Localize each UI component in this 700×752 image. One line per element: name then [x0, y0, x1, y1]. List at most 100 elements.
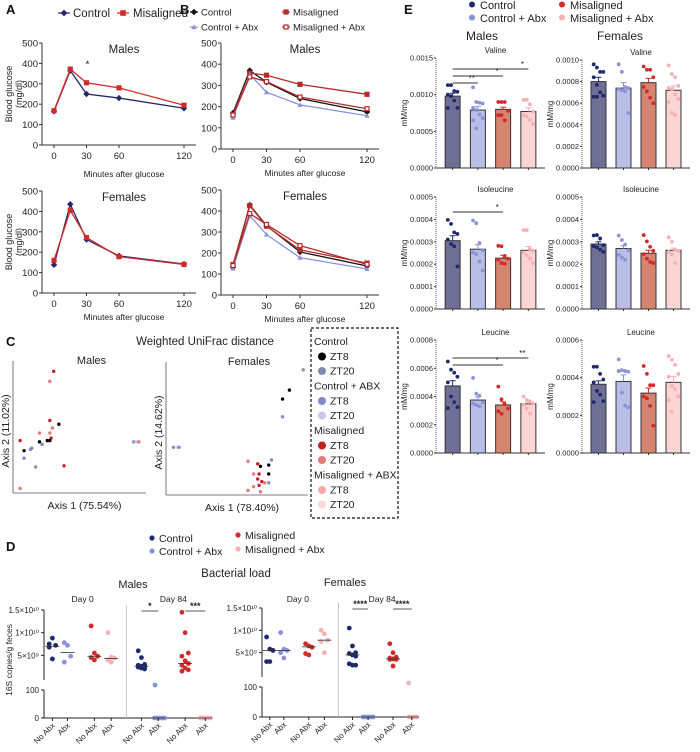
y-tick-label: 0.0001	[556, 282, 579, 291]
line-chart-A-males: 0 100 200 300 400 500 0 30 60 120 Males Minutes aft…	[4, 39, 196, 179]
y-axis-label: mM/mg	[546, 240, 555, 267]
data-point	[135, 648, 141, 654]
data-point	[390, 663, 396, 669]
data-point	[502, 402, 507, 407]
data-point	[477, 259, 482, 264]
data-point	[666, 354, 671, 358]
legend-header: Control	[314, 336, 348, 348]
data-point	[673, 113, 677, 117]
line-chart-B-males: 0 100 200 300 400 500 0 30 60 120 Males Minutes aft…	[201, 39, 379, 178]
x-tick-label: No Abx	[32, 721, 57, 746]
y-axis-label: 16S copies/g feces	[4, 624, 14, 696]
y-tick-label: 0	[212, 291, 217, 302]
x-tick-label: No Abx	[373, 720, 398, 745]
data-point	[445, 105, 450, 110]
y-tick-label: 5×10⁹	[236, 649, 257, 658]
chart-title: Bacterial load	[201, 568, 271, 580]
significance-marker: **	[469, 74, 475, 83]
data-point	[641, 64, 646, 69]
data-point	[598, 69, 602, 74]
data-point	[648, 95, 652, 100]
day-label: Day 0	[72, 594, 94, 604]
data-point	[496, 409, 501, 414]
data-point	[595, 94, 599, 99]
data-point	[645, 372, 649, 376]
panel-label-A: A	[6, 2, 16, 17]
data-point	[455, 405, 460, 409]
data-point	[595, 245, 599, 250]
data-point	[598, 392, 602, 397]
data-point	[626, 111, 631, 115]
data-point	[616, 369, 621, 373]
data-point	[471, 118, 475, 123]
scatter-point	[45, 438, 49, 443]
legend-swatch	[318, 397, 326, 405]
data-point	[116, 85, 122, 91]
bar-chart-valine-females: 0.0000 0.0002 0.0004 0.0006 0.0008 0.0010 Vali…	[546, 48, 690, 173]
y-tick-label: 400	[22, 59, 38, 70]
data-point	[61, 640, 67, 646]
x-tick-label: 30	[261, 301, 272, 312]
data-point	[152, 682, 158, 688]
data-point	[477, 100, 482, 105]
data-point	[648, 260, 652, 264]
y-tick-label: 0	[35, 714, 40, 723]
significance-marker: **	[519, 349, 525, 358]
data-point	[670, 409, 674, 414]
x-tick-label: Abx	[272, 720, 288, 736]
legend-marker	[235, 532, 241, 538]
x-axis-label: Axis 1 (78.40%)	[205, 502, 279, 514]
data-point	[445, 380, 450, 385]
panel-label-E: E	[404, 2, 413, 17]
panel-label-D: D	[6, 539, 15, 554]
y-tick-label: 0.0000	[556, 305, 579, 314]
data-point	[648, 244, 652, 249]
y-tick-label: 0	[212, 145, 217, 156]
data-point	[474, 100, 479, 104]
scatter-point	[251, 472, 256, 476]
scatter-point	[287, 388, 292, 392]
scatter-point	[257, 483, 261, 488]
data-point	[616, 252, 621, 257]
data-point	[591, 75, 596, 80]
y-tick-label: 100	[26, 686, 40, 695]
y-axis-label: mM/mg	[546, 383, 555, 410]
x-tick-label: 0	[230, 301, 235, 312]
data-point	[278, 630, 284, 635]
data-point	[449, 94, 453, 99]
data-point	[297, 255, 303, 260]
data-point	[648, 404, 652, 408]
scatter-point	[48, 438, 52, 443]
series-line-control-abx	[232, 214, 368, 270]
data-point	[521, 97, 526, 102]
y-axis-label: mM/mg	[546, 101, 555, 128]
data-point	[502, 118, 507, 123]
y-tick-label: 0	[33, 141, 38, 152]
data-point	[449, 394, 453, 399]
data-point	[50, 635, 55, 641]
scatter-point	[177, 445, 181, 449]
unifrac-legend: Control ZT8 ZT20 Control + ABX ZT8 ZT20 Misali…	[310, 327, 399, 519]
legend-swatch	[318, 352, 326, 361]
data-point	[455, 374, 460, 379]
data-point	[393, 656, 399, 662]
y-tick-label: 100	[201, 123, 217, 134]
x-axis-label: Minutes after glucose	[265, 314, 346, 324]
data-point	[263, 89, 270, 95]
legend-label: Misaligned	[245, 530, 295, 542]
data-point	[278, 650, 284, 656]
unifrac-scatter: Weighted UniFrac distance Males Axis 1 (75…	[0, 327, 399, 519]
x-tick-label: No Abx	[165, 721, 190, 746]
data-point	[521, 113, 526, 118]
data-point	[626, 248, 631, 253]
y-axis-label: mM/mg	[400, 240, 409, 267]
scatter-point	[260, 479, 264, 484]
data-point	[521, 394, 526, 399]
data-point	[480, 248, 485, 253]
data-point	[531, 248, 536, 253]
data-point	[471, 105, 475, 110]
data-point	[616, 233, 621, 238]
data-point	[230, 263, 236, 269]
data-point	[528, 102, 532, 107]
